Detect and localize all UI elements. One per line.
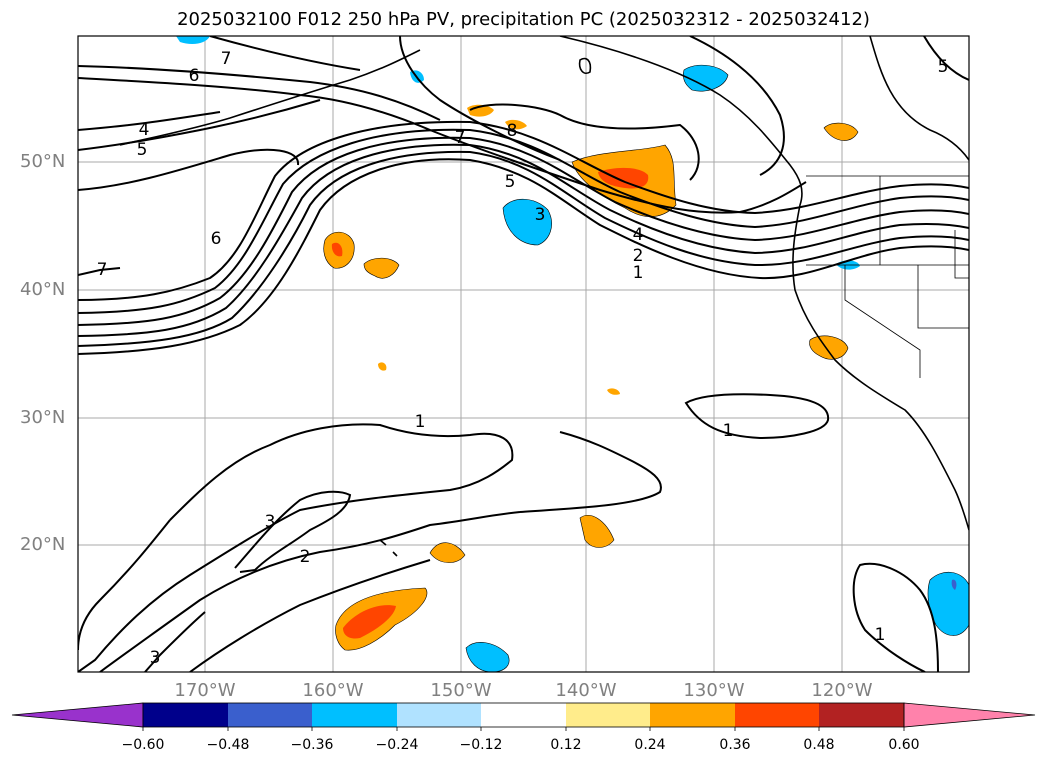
contour-label: 5 — [137, 140, 148, 160]
colorbar-tick-label: −0.24 — [375, 737, 419, 753]
map-title: 2025032100 F012 250 hPa PV, precipitatio… — [177, 9, 870, 30]
contour-label: 1 — [633, 263, 644, 283]
colorbar-tick-label: −0.60 — [121, 737, 165, 753]
colorbar-tick-label: 0.60 — [888, 737, 920, 753]
colorbar-segment — [735, 703, 820, 727]
colorbar-segment — [228, 703, 313, 727]
lon-label-130w: 130°W — [683, 680, 745, 701]
contour-label: 3 — [150, 648, 161, 668]
contour-labels: 7 6 4 5 7 8 5 3 4 2 1 6 7 1 1 3 2 3 1 5 — [97, 49, 949, 668]
lon-label-160w: 160°W — [302, 680, 364, 701]
lon-label-140w: 140°W — [555, 680, 617, 701]
lon-label-170w: 170°W — [174, 680, 236, 701]
contour-label: 1 — [723, 421, 734, 441]
pv-contours — [78, 36, 969, 672]
colorbar-tick-label: 0.48 — [803, 737, 835, 753]
colorbar-max-arrow — [903, 702, 1036, 728]
contour-label: 7 — [455, 128, 466, 148]
contour-label: 7 — [221, 49, 232, 69]
colorbar-tick-label: −0.48 — [206, 737, 250, 753]
lat-label-20n: 20°N — [20, 534, 66, 555]
contour-label: 7 — [97, 260, 108, 280]
colorbar-segment — [312, 703, 397, 727]
contour-label: 5 — [505, 172, 516, 192]
lat-label-40n: 40°N — [20, 279, 66, 300]
colorbar-segment — [566, 703, 651, 727]
colorbar-tick-label: −0.36 — [290, 737, 334, 753]
colorbar-tick-label: 0.36 — [719, 737, 751, 753]
borders — [806, 175, 969, 378]
contour-label: 8 — [507, 121, 518, 141]
contour-label: 2 — [300, 547, 311, 567]
contour-label: 3 — [265, 512, 276, 532]
colorbar-segment — [397, 703, 482, 727]
colorbar-tick-label: 0.24 — [634, 737, 666, 753]
colorbar-segment — [650, 703, 735, 727]
colorbar-min-arrow — [11, 702, 144, 728]
contour-label: 3 — [535, 205, 546, 225]
colorbar-tick-label: −0.12 — [459, 737, 503, 753]
contour-label: 2 — [633, 246, 644, 266]
lat-label-30n: 30°N — [20, 407, 66, 428]
plot-frame — [77, 35, 970, 673]
colorbar-segment — [819, 703, 904, 727]
colorbar-segment — [481, 703, 566, 727]
lat-label-50n: 50°N — [20, 151, 66, 172]
contour-label: 1 — [875, 625, 886, 645]
contour-label: 5 — [938, 57, 949, 77]
gridlines — [78, 36, 969, 672]
lon-label-120w: 120°W — [811, 680, 873, 701]
colorbar — [11, 702, 1036, 731]
contour-label: 1 — [415, 412, 426, 432]
contour-label: 6 — [189, 66, 200, 86]
colorbar-tick-label: 0.12 — [550, 737, 582, 753]
colorbar-segment — [143, 703, 228, 727]
contour-label: 4 — [633, 225, 644, 245]
contour-label: 6 — [211, 229, 222, 249]
contour-label: 4 — [139, 120, 150, 140]
lon-label-150w: 150°W — [430, 680, 492, 701]
